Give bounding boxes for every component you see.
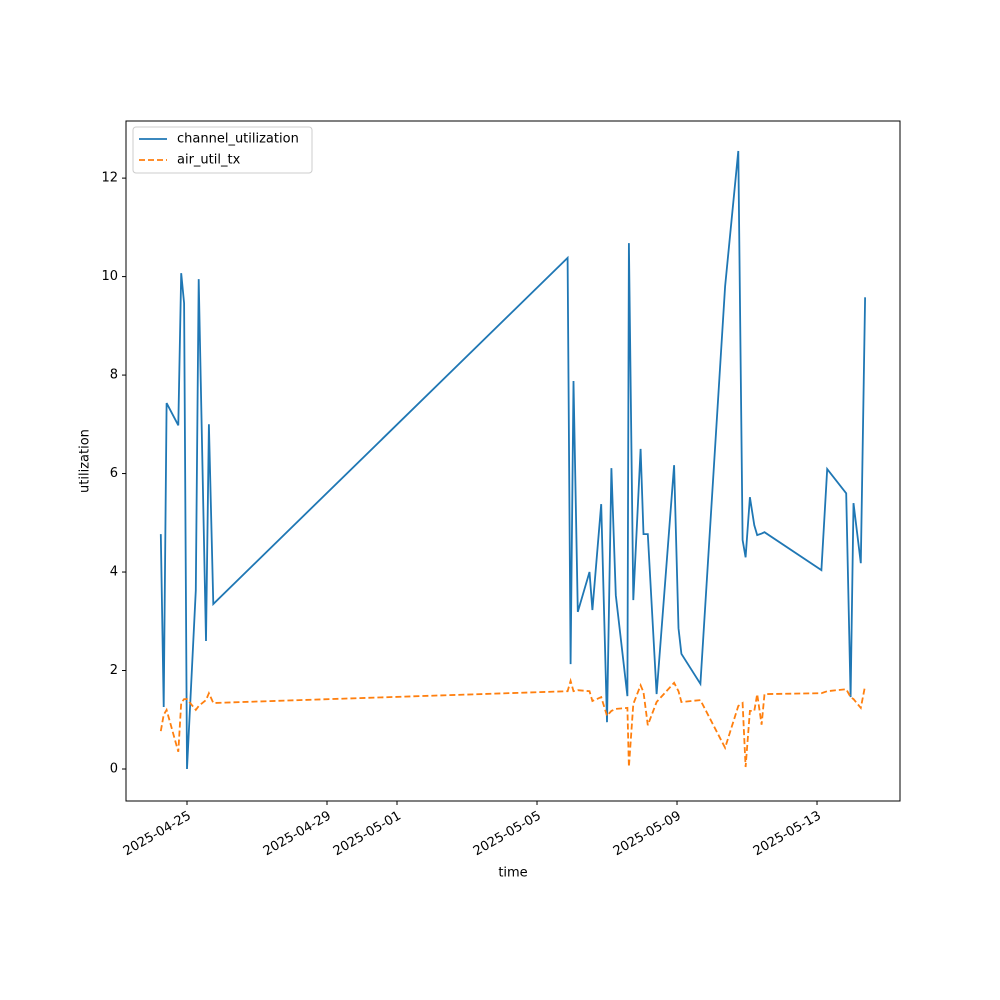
x-tick-label: 2025-05-09 xyxy=(611,809,684,860)
y-axis-label: utilization xyxy=(78,429,93,493)
y-tick-label: 4 xyxy=(110,565,118,580)
y-tick-label: 8 xyxy=(110,368,118,383)
y-tick-label: 12 xyxy=(101,171,118,186)
legend-label: channel_utilization xyxy=(177,132,299,147)
x-tick-label: 2025-05-01 xyxy=(331,809,404,860)
legend-box xyxy=(132,126,313,174)
y-tick-label: 0 xyxy=(110,761,118,776)
y-tick-label: 10 xyxy=(101,269,118,284)
x-tick-label: 2025-04-25 xyxy=(121,809,194,860)
y-tick-label: 2 xyxy=(110,663,118,678)
series-line xyxy=(159,677,866,768)
x-axis-label: time xyxy=(498,866,527,881)
x-tick-label: 2025-05-13 xyxy=(751,809,824,860)
x-tick-label: 2025-05-05 xyxy=(471,809,544,860)
y-tick-label: 6 xyxy=(110,466,118,481)
x-tick-label: 2025-04-29 xyxy=(261,809,334,860)
legend-label: air_util_tx xyxy=(177,153,241,168)
series-line xyxy=(159,150,866,770)
plot-area xyxy=(125,120,901,802)
